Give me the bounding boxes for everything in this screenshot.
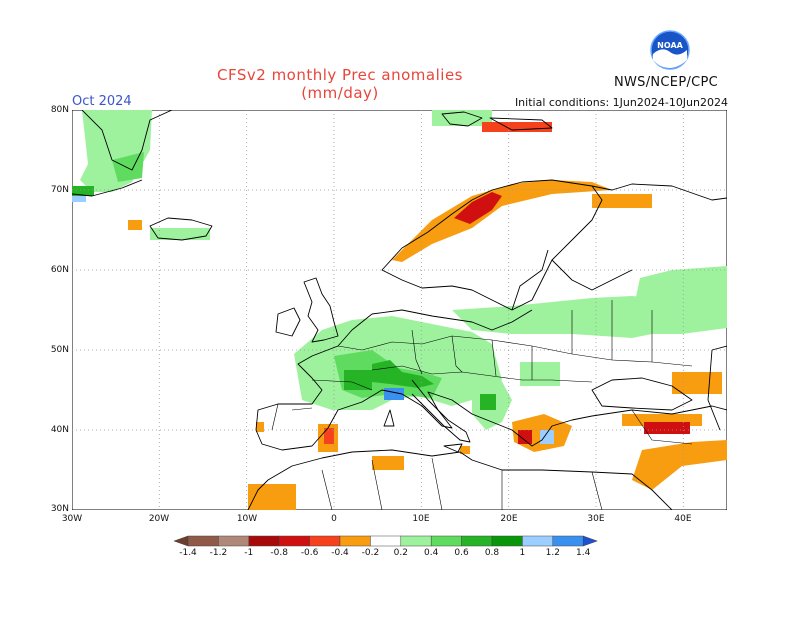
anomaly-map	[72, 110, 727, 510]
colorbar-swatch	[218, 535, 250, 547]
colorbar-swatch	[400, 535, 432, 547]
colorbar-swatch	[491, 535, 523, 547]
ireland-outline	[275, 307, 301, 337]
wet-greenland-strong	[112, 152, 144, 182]
dry-svalbard	[482, 122, 552, 132]
coastlines	[72, 110, 727, 510]
wet-aegean	[540, 430, 554, 444]
wet-france	[344, 370, 372, 390]
colorbar-swatch	[278, 535, 310, 547]
wet-balkans-dark	[480, 394, 496, 410]
scandinavia-outline	[381, 179, 603, 311]
noaa-logo-icon: NOAA	[650, 30, 690, 70]
colorbar-swatch	[248, 535, 280, 547]
colorbar-tick-label: 1.4	[576, 548, 591, 558]
lon-label-10w: 10W	[236, 514, 258, 524]
lat-label-70n: 70N	[50, 185, 69, 195]
great-britain-outline	[303, 277, 339, 343]
dry-iberia-strong	[324, 428, 334, 444]
colorbar-tick-label: -1	[244, 548, 254, 558]
dry-anatolia-strong	[644, 422, 690, 434]
colorbar-swatch	[461, 535, 493, 547]
lon-label-30w: 30W	[61, 514, 83, 524]
colorbar-swatch	[370, 535, 402, 547]
wet-greenland-blue	[72, 196, 86, 202]
colorbar-swatch	[339, 535, 371, 547]
italy-outline	[411, 379, 471, 443]
colorbar-swatch	[430, 535, 462, 547]
lon-label-20w: 20W	[148, 514, 170, 524]
wet-alps-dark	[372, 360, 434, 388]
wet-russia	[632, 266, 727, 334]
colorbar-swatch	[552, 535, 584, 547]
europe-coast	[371, 309, 533, 331]
colorbar-tick-label: 1.2	[545, 548, 560, 558]
dry-greece-strong	[518, 430, 532, 444]
graticule	[72, 110, 727, 510]
wet-ukraine	[520, 362, 560, 386]
colorbar-swatch	[522, 535, 554, 547]
africa-coast	[247, 449, 673, 510]
dry-portugal	[256, 422, 264, 432]
colorbar-tick-label: -0.6	[300, 548, 319, 558]
colorbar-tick-label: -0.8	[270, 548, 288, 558]
dry-iceland-n	[128, 220, 142, 230]
lat-label-30n: 30N	[50, 504, 69, 514]
noaa-logo-text: NOAA	[657, 41, 683, 50]
wet-baltic	[452, 296, 682, 338]
colorbar-tick-label: 0.6	[454, 548, 469, 558]
colorbar-tick-label: -0.2	[361, 548, 380, 558]
country-borders	[271, 300, 693, 510]
dry-norway-coast	[392, 180, 612, 262]
anomaly-shading	[72, 110, 727, 510]
dry-norway-strong	[454, 192, 502, 224]
map-title: CFSv2 monthly Prec anomalies (mm/day)	[217, 66, 463, 102]
colorbar-swatch	[187, 535, 219, 547]
lat-label-60n: 60N	[50, 265, 69, 275]
colorbar-swatch	[173, 535, 189, 547]
lon-label-40e: 40E	[674, 514, 692, 524]
colorbar-tick-label: -0.4	[331, 548, 349, 558]
colorbar-tick-label: 0.2	[393, 548, 408, 558]
colorbar-swatch	[309, 535, 341, 547]
colorbar-tick-label: 0.8	[484, 548, 500, 558]
dry-caucasus	[672, 372, 722, 394]
colorbar-tick-label: -1.4	[179, 548, 197, 558]
iceland-outline	[149, 217, 213, 241]
dry-morocco	[248, 484, 296, 510]
forecast-month: Oct 2024	[72, 94, 132, 109]
wet-iceland	[150, 228, 210, 240]
colorbar-tick-label: 0.4	[424, 548, 439, 558]
dry-algeria	[372, 456, 404, 470]
wet-greenland-darker	[72, 186, 94, 196]
lat-label-50n: 50N	[50, 345, 69, 355]
initial-conditions: Initial conditions: 1Jun2024-10Jun2024	[514, 96, 728, 109]
colorbar	[173, 535, 598, 547]
dry-levant	[632, 440, 727, 490]
dry-libya	[460, 446, 470, 454]
colorbar-tick-label: -1.2	[209, 548, 228, 558]
lon-label-30e: 30E	[587, 514, 605, 524]
dry-kola	[592, 194, 652, 208]
lon-label-0: 0	[331, 514, 337, 524]
colorbar-swatch	[582, 535, 598, 547]
lat-label-80n: 80N	[50, 105, 69, 115]
wet-svalbard	[432, 110, 492, 126]
lon-label-10e: 10E	[412, 514, 430, 524]
colorbar-tick-label: 1	[519, 548, 526, 558]
lon-label-20e: 20E	[500, 514, 518, 524]
black-sea-outline	[591, 377, 693, 411]
lat-label-40n: 40N	[50, 425, 69, 435]
agency-name: NWS/NCEP/CPC	[614, 75, 719, 90]
